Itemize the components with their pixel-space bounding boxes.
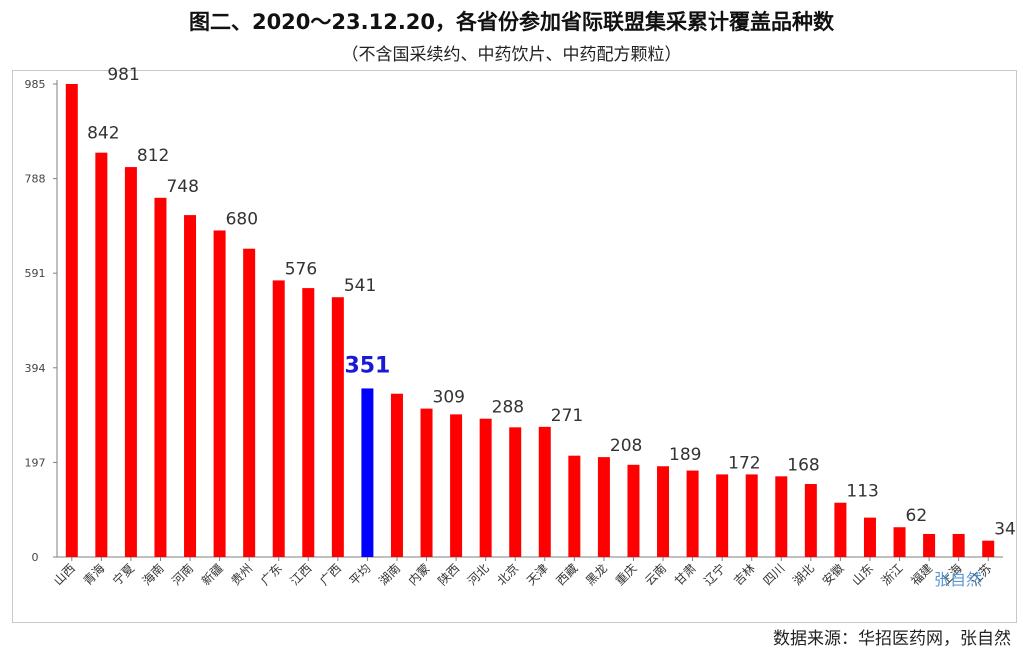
data-label: 208 [610,436,642,456]
chart-subtitle: （不含国采续约、中药饮片、中药配方颗粒） [341,45,682,65]
bar [657,466,670,557]
category-label: 吉林 [731,561,758,588]
category-label: 湖北 [789,561,817,589]
category-label: 江西 [288,561,315,588]
data-label: 113 [846,482,878,502]
bar [863,517,876,557]
category-label: 天津 [524,561,551,588]
y-tick-label: 394 [25,362,46,375]
category-label: 山西 [51,561,78,588]
category-label: 四川 [761,561,788,588]
category-label: 广西 [317,561,344,588]
category-label: 浙江 [879,561,906,588]
bar [272,280,285,557]
category-label: 云南 [642,561,670,589]
chart-title: 图二、2020～23.12.20，各省份参加省际联盟集采累计覆盖品种数 [188,10,835,34]
category-label: 陕西 [435,561,463,589]
data-label: 34 [994,520,1016,540]
bar [302,288,315,557]
bar [154,197,167,558]
bar [538,426,551,557]
data-label: 62 [906,506,928,526]
bar [982,540,995,557]
data-label-average: 351 [344,353,390,378]
data-label: 680 [226,209,258,229]
bar [804,484,817,557]
category-label: 安徽 [819,561,847,589]
category-label: 河北 [465,561,492,588]
bar [627,464,640,557]
category-label: 北京 [494,561,521,588]
category-label: 宁夏 [109,561,137,589]
bar [65,84,78,557]
y-tick-label: 985 [25,78,46,91]
bar [420,408,433,557]
category-label: 重庆 [613,561,640,588]
category-label: 新疆 [198,561,226,589]
category-label: 辽宁 [701,561,729,589]
bar [331,297,344,557]
y-tick-label: 197 [25,456,46,469]
category-label: 河南 [169,561,197,589]
bar [893,527,906,557]
chart-frame [12,70,1017,623]
category-label: 山东 [849,561,876,588]
source-note: 数据来源：华招医药网，张自然 [773,629,1011,649]
y-tick-label: 591 [25,267,46,280]
watermark: 张自然 [934,570,983,589]
bar [243,248,256,557]
bar [597,457,610,557]
bar [509,427,522,557]
category-label: 贵州 [228,561,255,588]
data-label: 168 [787,455,819,475]
category-label: 平均 [347,561,374,588]
category-label: 青海 [80,561,108,589]
category-label: 广东 [258,561,285,588]
data-label: 981 [107,65,139,85]
data-label: 172 [728,453,760,473]
category-label: 湖南 [376,561,404,589]
bar [568,455,581,557]
bar [686,470,699,557]
bar [390,393,403,557]
data-label: 748 [166,177,198,197]
bar-average [361,388,374,557]
category-label: 西藏 [554,561,581,588]
bar [124,167,137,557]
data-label: 309 [433,388,465,408]
bar [834,502,847,557]
y-tick-label: 788 [25,173,46,186]
data-label: 189 [669,445,701,465]
data-label: 576 [285,259,317,279]
bar [716,474,729,557]
bar [952,533,965,557]
y-tick-label: 0 [32,551,39,564]
category-label: 海南 [139,561,167,589]
data-label: 288 [492,398,524,418]
bar [923,533,936,557]
bar [213,230,226,558]
category-label: 甘肃 [672,561,699,588]
category-label: 福建 [908,561,936,589]
bar [450,414,463,557]
data-label: 541 [344,276,376,296]
bar [745,474,758,557]
data-label: 271 [551,406,583,426]
category-label: 内蒙 [406,561,433,588]
bar [95,152,108,557]
bar [479,418,492,557]
category-label: 黑龙 [583,561,610,588]
bar [775,476,788,557]
data-label: 812 [137,146,169,166]
bar [184,215,197,557]
data-label: 842 [87,124,119,144]
